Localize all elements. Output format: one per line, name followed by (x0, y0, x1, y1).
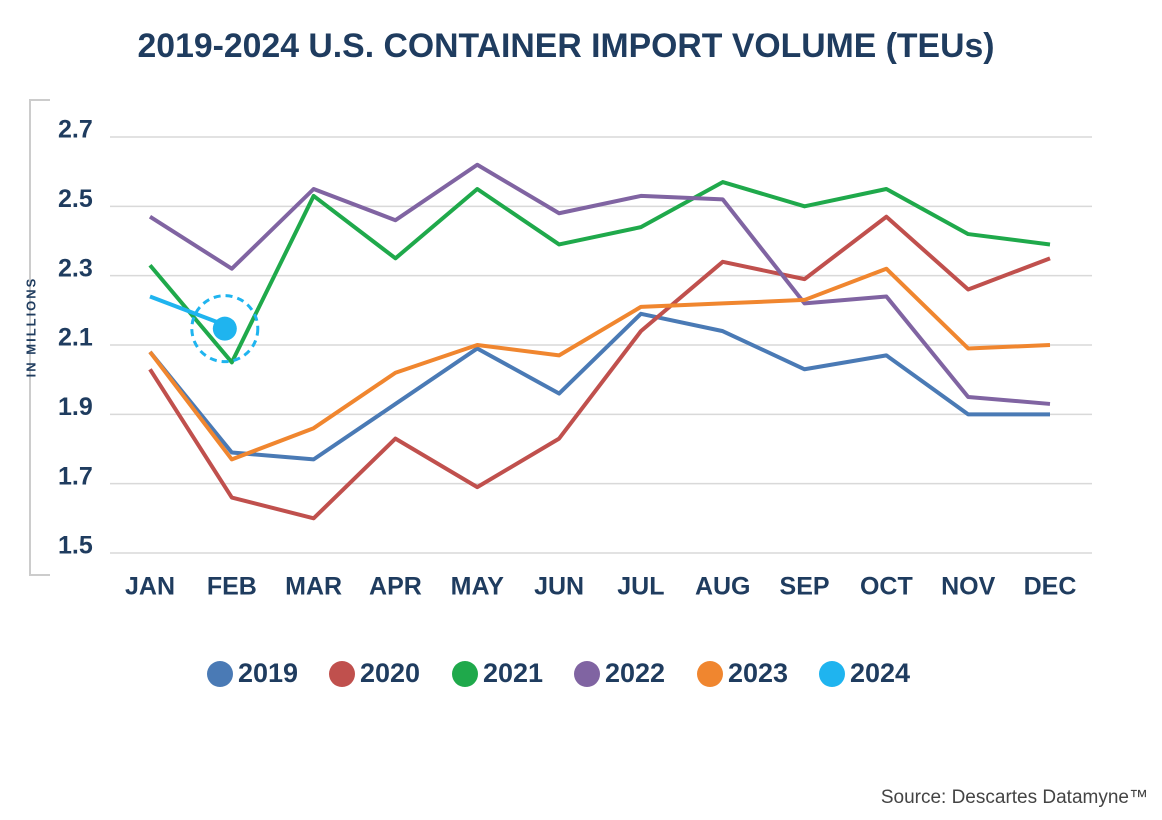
x-tick-label: OCT (860, 573, 913, 601)
line (148, 180, 1051, 365)
x-tick-label: DEC (1024, 573, 1077, 601)
legend-swatch (697, 661, 723, 687)
line (148, 214, 1051, 521)
source: Source: Descartes Datamyne™ (881, 787, 1148, 808)
legend-label: 2022 (605, 658, 665, 688)
x-tick-label: SEP (780, 573, 830, 601)
legend-label: 2024 (850, 658, 910, 688)
y-tick-label: 2.5 (58, 185, 93, 213)
x-tick-label: MAY (451, 573, 505, 601)
legend-label: 2019 (238, 658, 298, 688)
y-axis-label: IN MILLIONS (23, 277, 38, 378)
x-tick-label: JUN (534, 573, 584, 601)
y-tick-label: 2.7 (58, 116, 93, 144)
legend-swatch (452, 661, 478, 687)
x-tick-label: AUG (695, 573, 751, 601)
x-tick-label: NOV (941, 573, 996, 601)
chart-title: 2019-2024 U.S. CONTAINER IMPORT VOLUME (… (138, 27, 995, 65)
legend-label: 2023 (728, 658, 788, 688)
y-tick-label: 1.7 (58, 462, 93, 490)
legend-swatch (329, 661, 355, 687)
y-tick-label: 2.3 (58, 254, 93, 282)
y-tick-label: 1.5 (58, 532, 93, 560)
legend-swatch (574, 661, 600, 687)
x-tick-label: JUL (617, 573, 664, 601)
legend-swatch (819, 661, 845, 687)
line (148, 311, 1050, 462)
x-tick-label: JAN (125, 573, 175, 601)
marker (212, 316, 237, 341)
x-tick-label: APR (369, 573, 422, 601)
highlight-ring (190, 294, 260, 364)
axis-bracket (29, 99, 50, 576)
legend-swatch (207, 661, 233, 687)
legend-label: 2020 (360, 658, 420, 688)
legend-label: 2021 (483, 658, 543, 688)
line (148, 266, 1051, 462)
y-tick-label: 1.9 (58, 393, 93, 421)
x-tick-label: FEB (207, 573, 257, 601)
x-tick-label: MAR (285, 573, 342, 601)
y-tick-label: 2.1 (58, 324, 93, 352)
line (148, 162, 1051, 406)
